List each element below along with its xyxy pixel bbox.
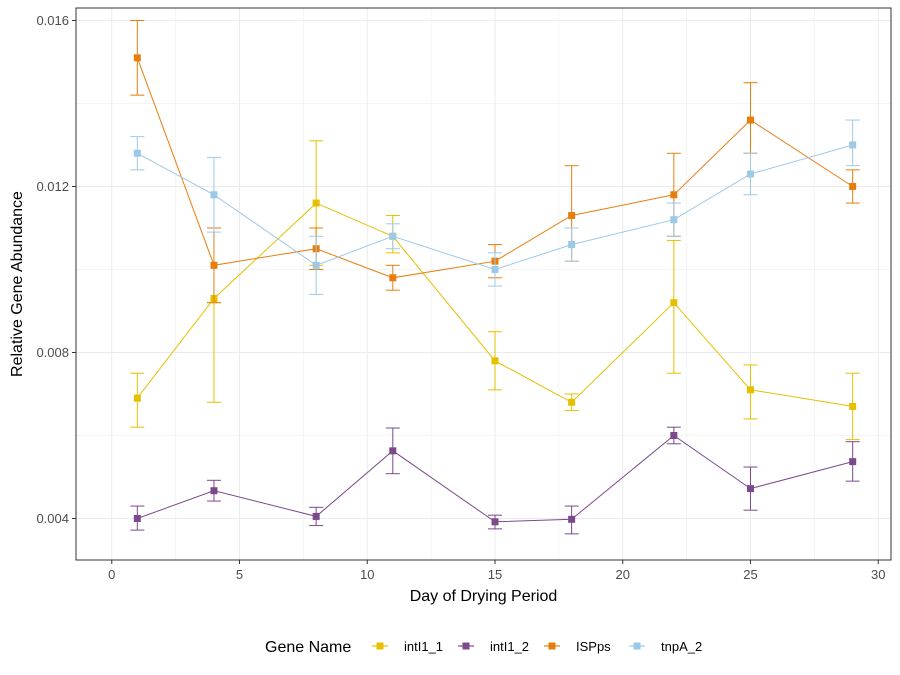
legend-key-point xyxy=(376,642,384,650)
y-tick-label: 0.016 xyxy=(36,13,69,28)
data-point xyxy=(849,141,857,149)
legend-label: tnpA_2 xyxy=(661,639,702,654)
legend: Gene Name intI1_1 intI1_2 ISPps tnpA_2 xyxy=(265,639,702,656)
y-tick-label: 0.004 xyxy=(36,511,69,526)
legend-item: tnpA_2 xyxy=(629,639,702,654)
data-point xyxy=(389,447,397,455)
legend-item: intI1_1 xyxy=(372,639,443,654)
data-point xyxy=(210,487,218,495)
legend-label: intI1_1 xyxy=(404,639,443,654)
data-point xyxy=(210,261,218,269)
data-point xyxy=(849,182,857,190)
data-point xyxy=(670,431,678,439)
minor-gridlines xyxy=(76,8,891,560)
data-point xyxy=(312,199,320,207)
data-point xyxy=(133,514,141,522)
data-point xyxy=(746,386,754,394)
data-point xyxy=(210,191,218,199)
axis-tick-labels: 0 5 10 15 20 25 30 0.004 0.008 0.012 0.016 xyxy=(36,13,885,582)
data-point xyxy=(849,458,857,466)
legend-key-point xyxy=(462,642,470,650)
series-inti1-2 xyxy=(130,426,860,535)
series-tnpa-2 xyxy=(130,119,860,295)
legend-title: Gene Name xyxy=(265,639,351,656)
data-point xyxy=(568,212,576,220)
legend-item: intI1_2 xyxy=(458,639,529,654)
x-tick-label: 0 xyxy=(108,567,115,582)
data-point xyxy=(568,398,576,406)
data-point xyxy=(312,512,320,520)
x-axis-title: Day of Drying Period xyxy=(410,588,558,605)
x-tick-label: 20 xyxy=(616,567,630,582)
data-point xyxy=(133,149,141,157)
data-point xyxy=(133,54,141,62)
legend-label: intI1_2 xyxy=(490,639,529,654)
data-point xyxy=(670,191,678,199)
data-point xyxy=(568,515,576,523)
legend-key-point xyxy=(548,642,556,650)
data-point xyxy=(670,216,678,224)
axis-ticks xyxy=(72,19,879,564)
data-point xyxy=(491,357,499,365)
series-layer xyxy=(130,19,860,535)
x-tick-label: 5 xyxy=(236,567,243,582)
data-point xyxy=(312,261,320,269)
data-point xyxy=(389,232,397,240)
x-tick-label: 30 xyxy=(871,567,885,582)
legend-items: intI1_1 intI1_2 ISPps tnpA_2 xyxy=(372,639,702,654)
data-point xyxy=(746,485,754,493)
x-tick-label: 10 xyxy=(360,567,374,582)
x-tick-label: 25 xyxy=(743,567,757,582)
data-point xyxy=(491,265,499,273)
y-axis-title: Relative Gene Abundance xyxy=(9,191,26,377)
error-bar xyxy=(666,239,681,374)
data-point xyxy=(491,518,499,526)
data-point xyxy=(670,299,678,307)
x-tick-label: 15 xyxy=(488,567,502,582)
data-point xyxy=(746,170,754,178)
data-point xyxy=(849,402,857,410)
legend-label: ISPps xyxy=(576,639,611,654)
y-tick-label: 0.012 xyxy=(36,179,69,194)
legend-key-point xyxy=(633,642,641,650)
y-tick-label: 0.008 xyxy=(36,345,69,360)
panel-border xyxy=(75,7,892,561)
data-point xyxy=(746,116,754,124)
series-inti1-1 xyxy=(130,140,860,441)
legend-item: ISPps xyxy=(544,639,611,654)
data-point xyxy=(568,241,576,249)
data-point xyxy=(389,274,397,282)
data-point xyxy=(133,394,141,402)
